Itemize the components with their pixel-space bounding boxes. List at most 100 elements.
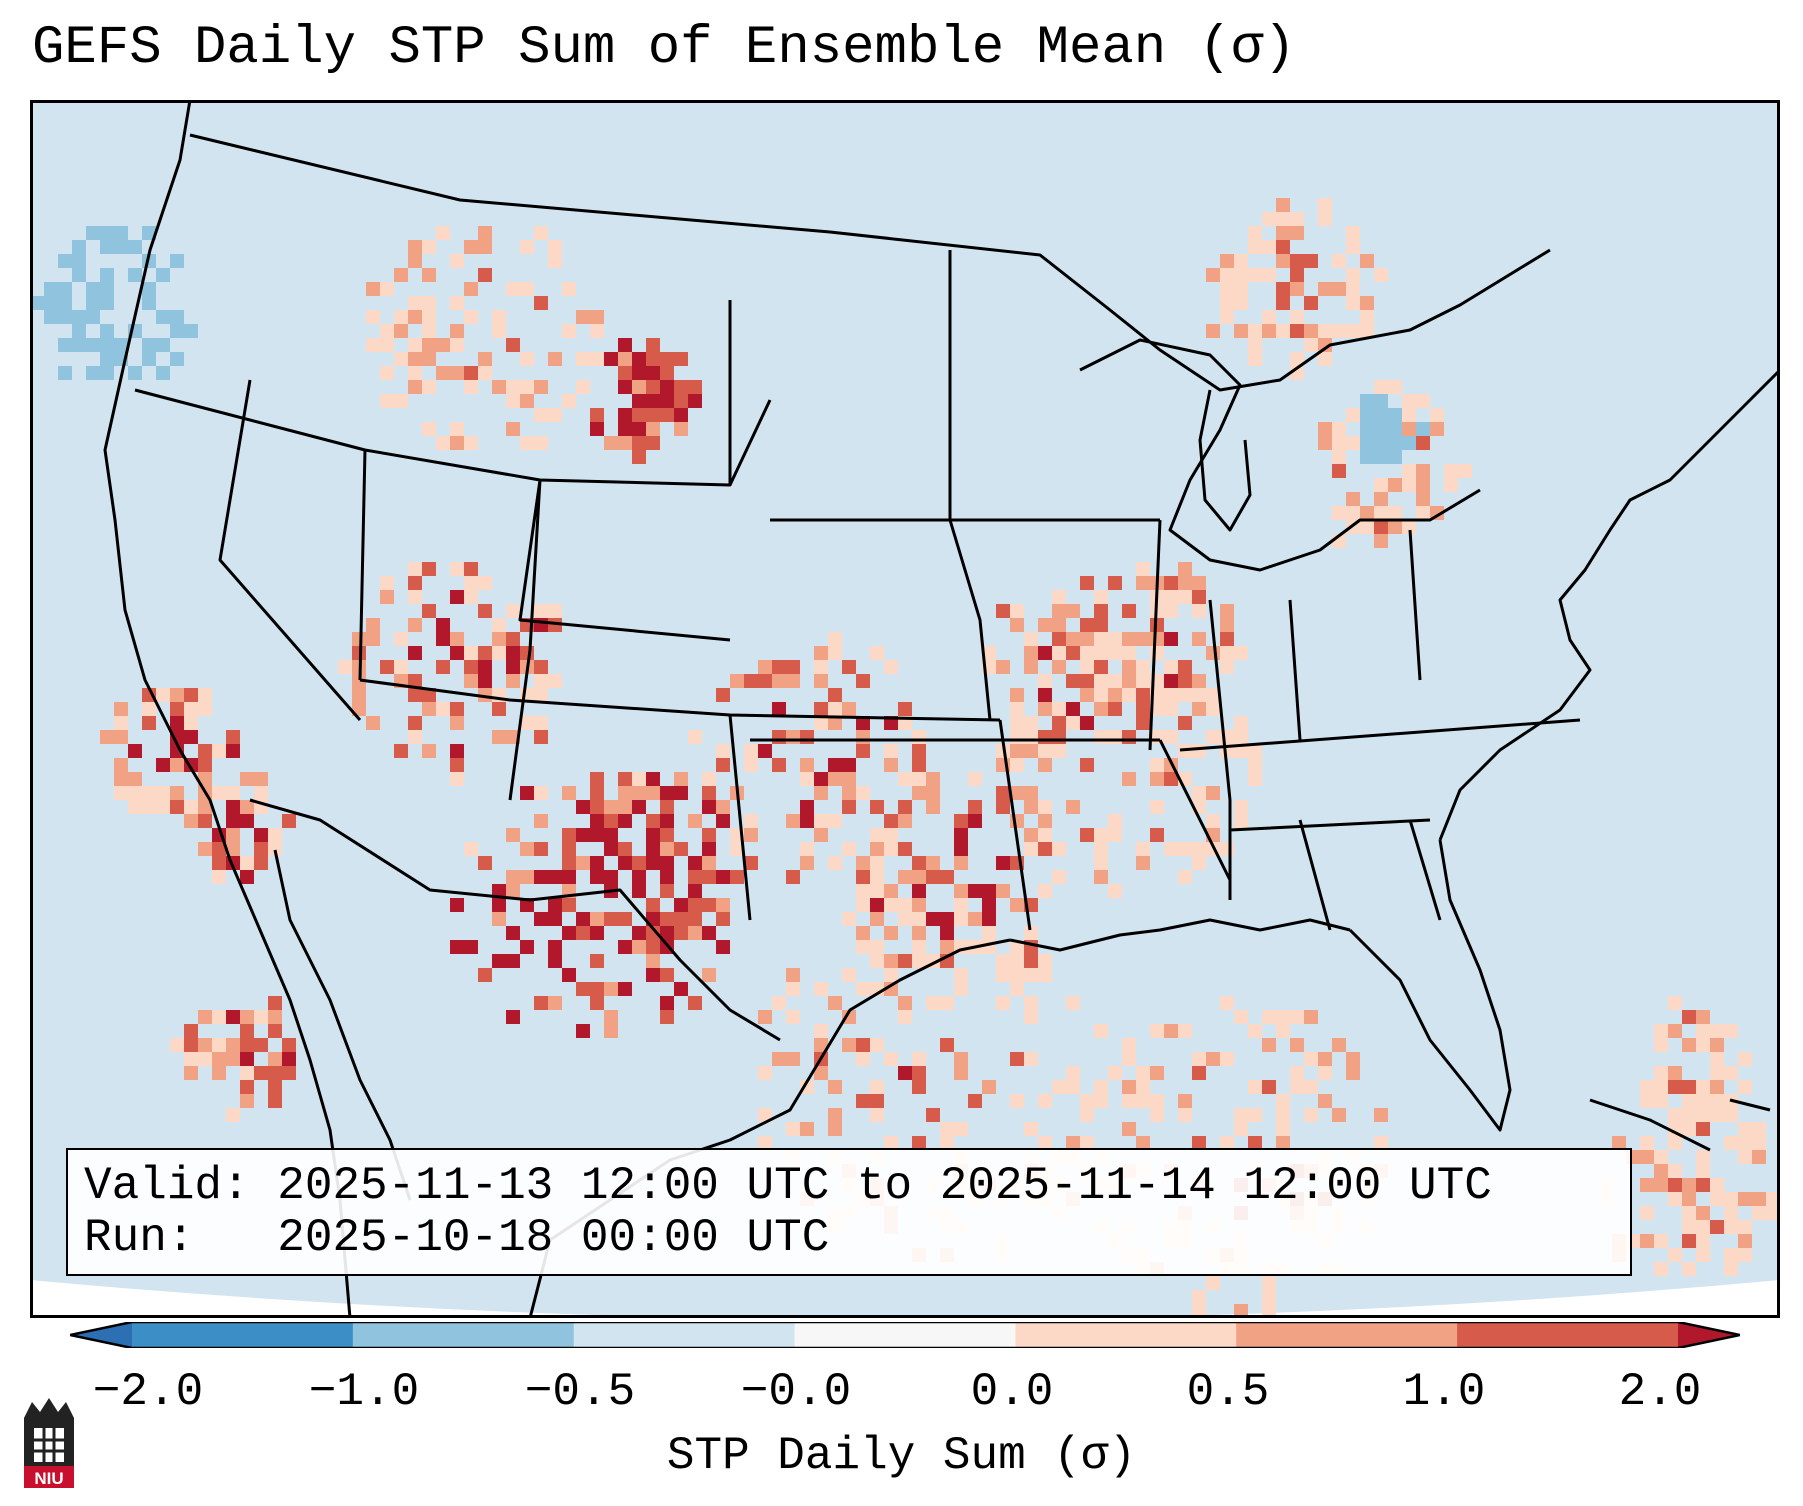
stp-cell xyxy=(1094,646,1108,660)
stp-cell xyxy=(702,898,716,912)
stp-cell xyxy=(1766,1192,1780,1206)
stp-cell xyxy=(338,660,352,674)
stp-cell xyxy=(142,226,156,240)
stp-cell xyxy=(352,632,366,646)
stp-cell xyxy=(842,842,856,856)
stp-cell xyxy=(1234,814,1248,828)
stp-cell xyxy=(590,926,604,940)
stp-cell xyxy=(1136,716,1150,730)
stp-cell xyxy=(926,1108,940,1122)
stp-cell xyxy=(1024,800,1038,814)
stp-cell xyxy=(198,758,212,772)
stp-cell xyxy=(590,352,604,366)
stp-cell xyxy=(170,744,184,758)
stp-cell xyxy=(114,702,128,716)
stp-cell xyxy=(562,786,576,800)
stp-cell xyxy=(1010,968,1024,982)
stp-cell xyxy=(548,940,562,954)
stp-cell xyxy=(534,688,548,702)
stp-cell xyxy=(212,870,226,884)
stp-cell xyxy=(1038,842,1052,856)
stp-cell xyxy=(996,884,1010,898)
stp-cell xyxy=(1066,702,1080,716)
stp-cell xyxy=(1052,1080,1066,1094)
stp-cell xyxy=(394,660,408,674)
stp-cell xyxy=(520,394,534,408)
stp-cell xyxy=(814,1066,828,1080)
stp-cell xyxy=(772,1052,786,1066)
florida xyxy=(1348,839,1512,1132)
stp-cell xyxy=(1192,856,1206,870)
cbar-tick-5: 0.0 xyxy=(970,1366,1054,1418)
stp-cell xyxy=(1248,758,1262,772)
stp-cell xyxy=(1122,1038,1136,1052)
stp-cell xyxy=(450,436,464,450)
stp-cell xyxy=(1094,856,1108,870)
stp-cell xyxy=(870,884,884,898)
stp-cell xyxy=(1346,296,1360,310)
stp-cell xyxy=(744,814,758,828)
stp-cell xyxy=(828,758,842,772)
stp-cell xyxy=(618,814,632,828)
stp-cell xyxy=(408,254,422,268)
stp-cell xyxy=(1738,1080,1752,1094)
stp-cell xyxy=(1206,1052,1220,1066)
stp-cell xyxy=(268,828,282,842)
stp-cell xyxy=(142,800,156,814)
stp-cell xyxy=(856,884,870,898)
stp-cell xyxy=(1080,688,1094,702)
stp-cell xyxy=(1668,1164,1682,1178)
stp-cell xyxy=(646,338,660,352)
stp-cell xyxy=(1234,254,1248,268)
stp-cell xyxy=(926,772,940,786)
stp-cell xyxy=(660,996,674,1010)
state-lines-central xyxy=(728,250,1162,931)
stp-cell xyxy=(1010,744,1024,758)
stp-cell xyxy=(1332,450,1346,464)
stp-cell xyxy=(772,996,786,1010)
stp-cell xyxy=(1332,1038,1346,1052)
stp-cell xyxy=(1024,1122,1038,1136)
stp-cells xyxy=(30,198,1780,1318)
stp-cell xyxy=(884,982,898,996)
stp-cell xyxy=(520,352,534,366)
stp-cell xyxy=(884,814,898,828)
stp-cell xyxy=(1374,380,1388,394)
stp-cell xyxy=(114,716,128,730)
stp-cell xyxy=(1108,828,1122,842)
stp-cell xyxy=(1276,1122,1290,1136)
stp-cell xyxy=(1612,1136,1626,1150)
stp-cell xyxy=(912,898,926,912)
stp-cell xyxy=(506,338,520,352)
stp-cell xyxy=(1234,716,1248,730)
stp-cell xyxy=(492,912,506,926)
stp-cell xyxy=(268,1024,282,1038)
stp-cell xyxy=(464,240,478,254)
stp-cell xyxy=(1192,842,1206,856)
stp-cell xyxy=(954,1122,968,1136)
stp-cell xyxy=(800,1080,814,1094)
stp-cell xyxy=(632,884,646,898)
stp-cell xyxy=(1696,1108,1710,1122)
stp-cell xyxy=(1388,422,1402,436)
stp-cell xyxy=(1080,646,1094,660)
stp-cell xyxy=(814,814,828,828)
stp-cell xyxy=(212,856,226,870)
stp-cell xyxy=(254,842,268,856)
stp-cell xyxy=(1332,254,1346,268)
stp-cell xyxy=(996,800,1010,814)
stp-cell xyxy=(716,688,730,702)
stp-cell xyxy=(1640,1094,1654,1108)
stp-cell xyxy=(828,1080,842,1094)
stp-cell xyxy=(506,604,520,618)
stp-cell xyxy=(212,786,226,800)
stp-cell xyxy=(254,856,268,870)
stp-cell xyxy=(506,422,520,436)
stp-cell xyxy=(1136,702,1150,716)
stp-cell xyxy=(982,912,996,926)
stp-cell xyxy=(1178,674,1192,688)
stp-cell xyxy=(1304,1080,1318,1094)
stp-cell xyxy=(1038,1094,1052,1108)
stp-cell xyxy=(478,674,492,688)
stp-cell xyxy=(870,1038,884,1052)
